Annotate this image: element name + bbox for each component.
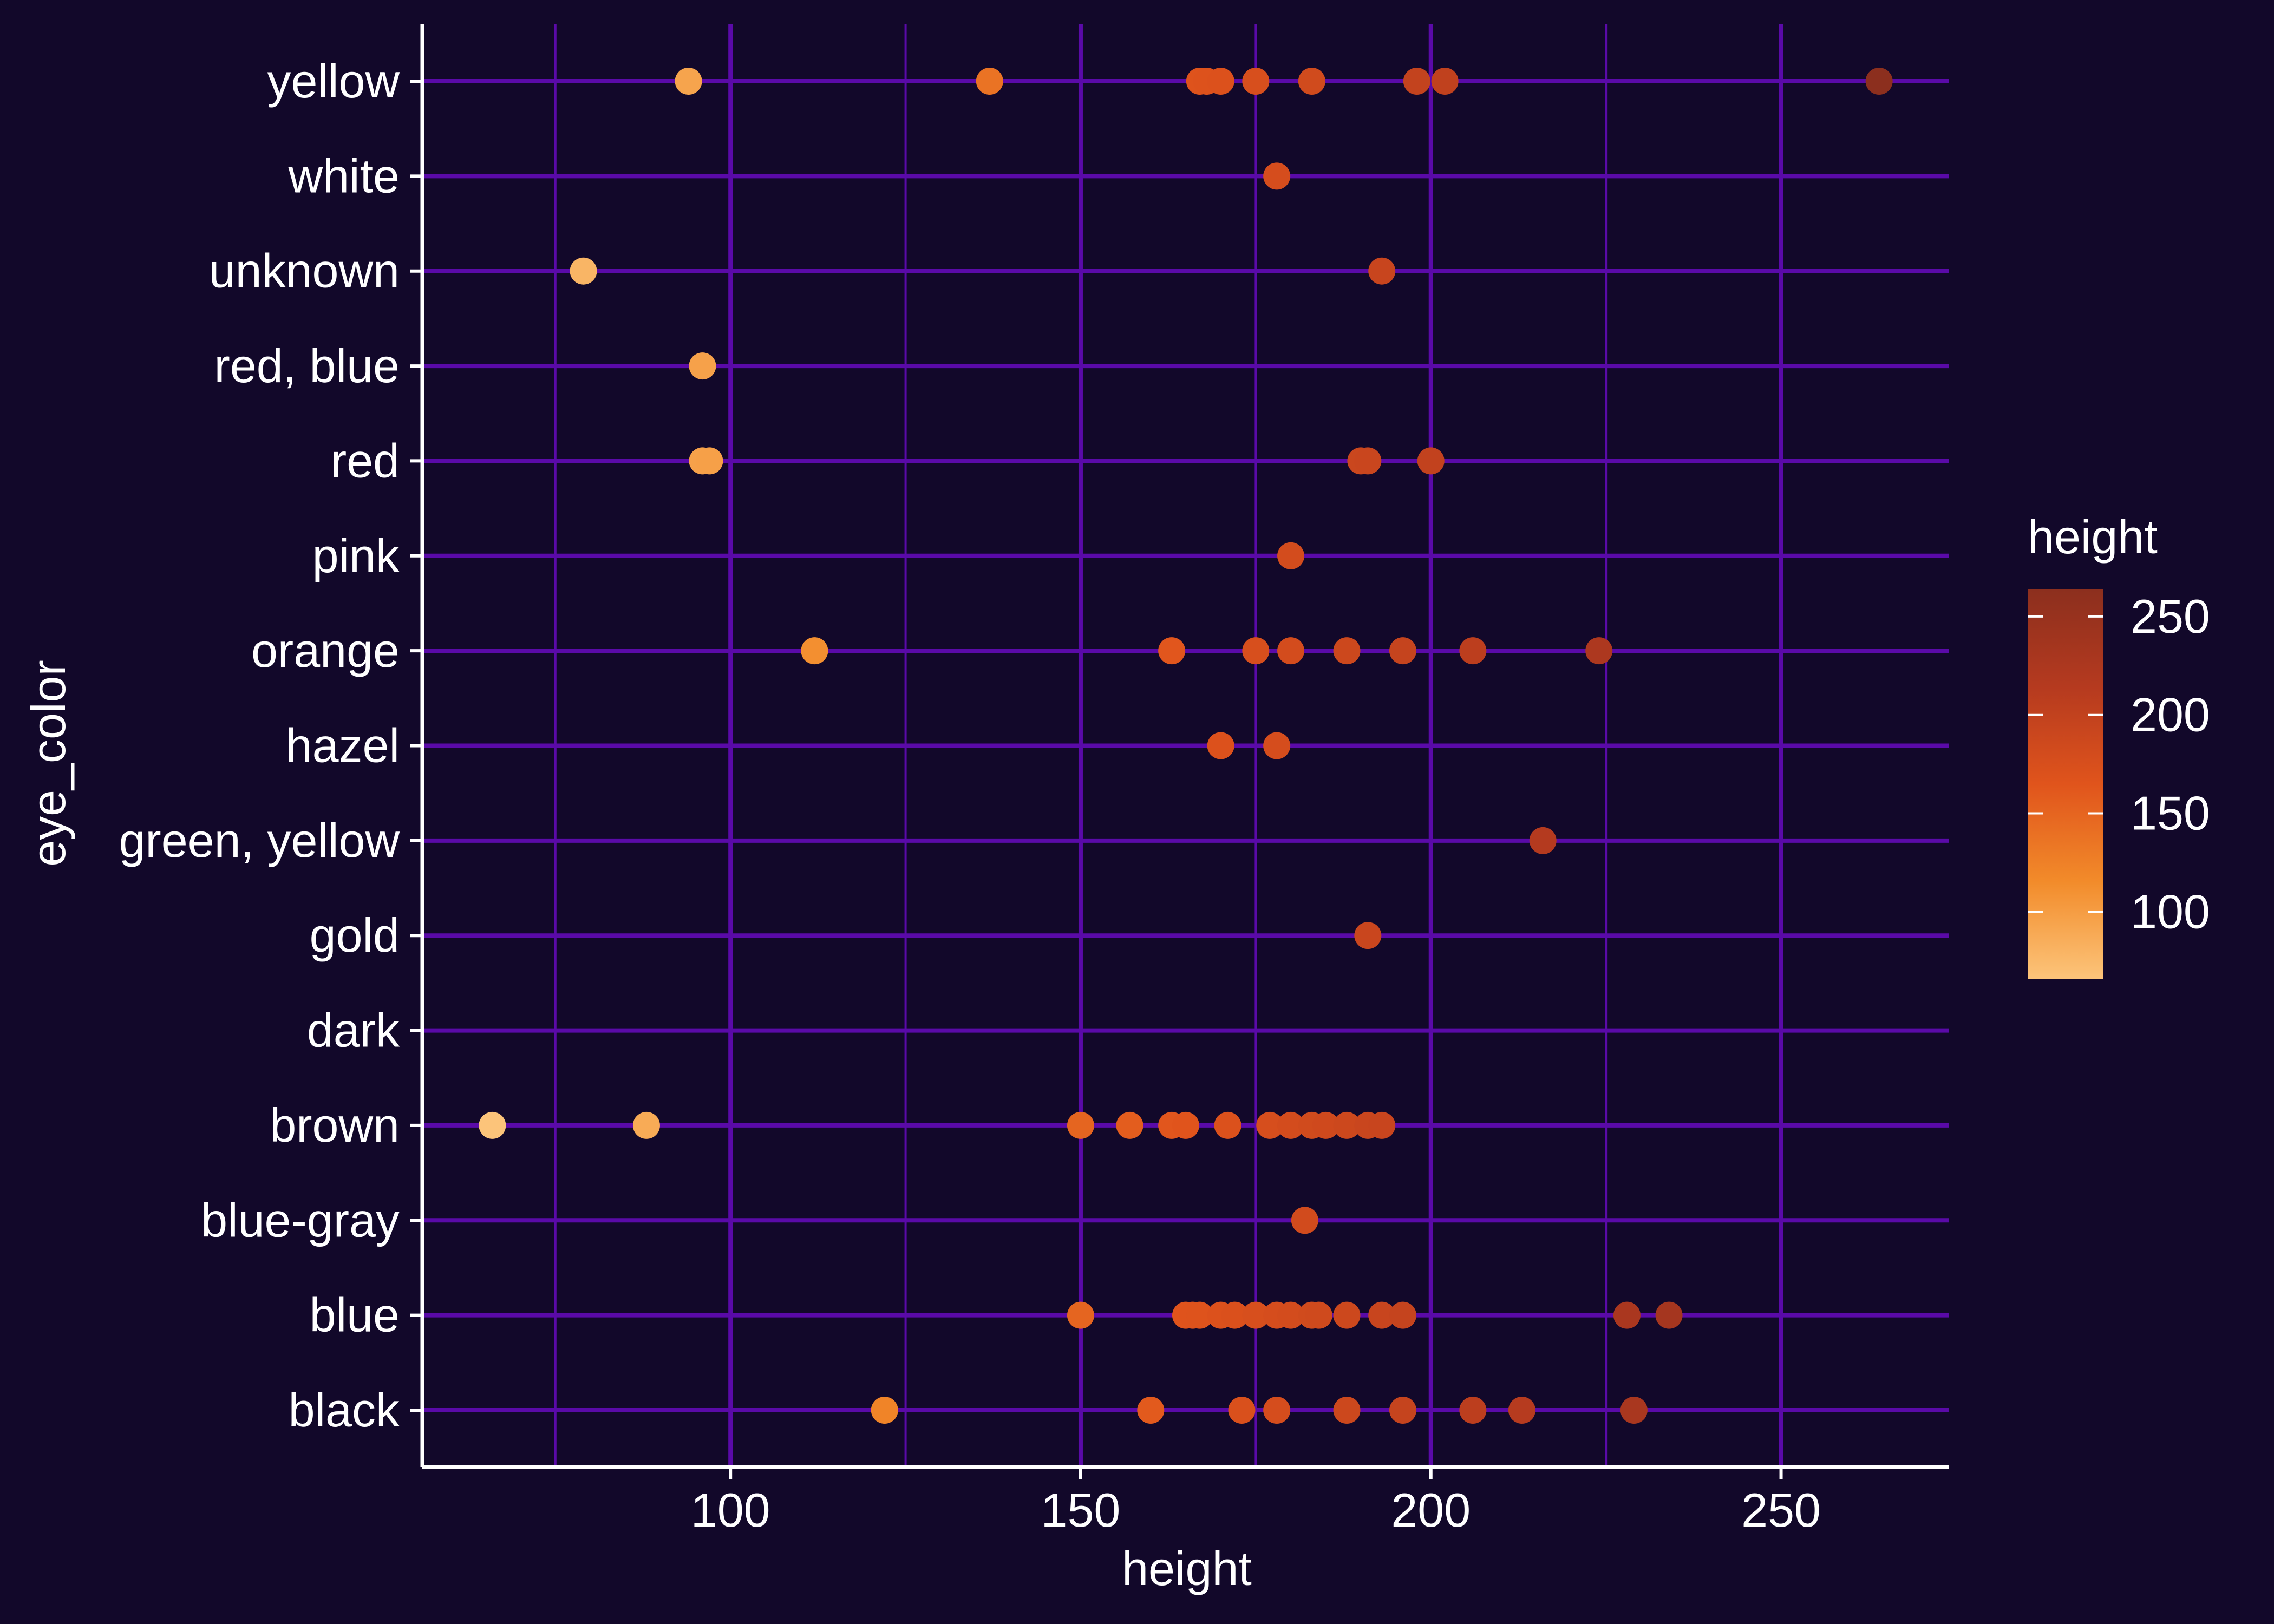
data-point bbox=[1459, 1397, 1487, 1424]
data-point bbox=[1417, 447, 1445, 475]
y-tick-label: white bbox=[288, 149, 400, 202]
data-point bbox=[1368, 1111, 1396, 1139]
y-tick-label: blue-gray bbox=[201, 1193, 400, 1247]
x-tick-label: 100 bbox=[691, 1483, 770, 1537]
data-point bbox=[696, 447, 723, 475]
data-point bbox=[1291, 1207, 1318, 1234]
data-point bbox=[1620, 1397, 1648, 1424]
data-point bbox=[479, 1111, 506, 1139]
data-point bbox=[1333, 1111, 1361, 1139]
data-point bbox=[1263, 162, 1291, 190]
legend-colorbar bbox=[2028, 589, 2103, 979]
data-point bbox=[1368, 257, 1396, 285]
data-point bbox=[1389, 637, 1417, 665]
data-point bbox=[1221, 1301, 1249, 1329]
data-point bbox=[1242, 637, 1270, 665]
x-axis-title: height bbox=[1122, 1542, 1252, 1595]
data-point bbox=[1333, 637, 1361, 665]
data-point bbox=[801, 637, 828, 665]
data-point bbox=[1172, 1111, 1199, 1139]
data-point bbox=[570, 257, 597, 285]
data-point bbox=[1368, 1301, 1396, 1329]
data-point bbox=[1354, 922, 1382, 949]
legend-title: height bbox=[2028, 510, 2158, 564]
x-tick-label: 250 bbox=[1741, 1483, 1821, 1537]
y-tick-label: blue bbox=[310, 1288, 400, 1342]
data-point bbox=[1277, 542, 1305, 569]
data-point bbox=[1207, 68, 1234, 95]
data-point bbox=[1312, 1111, 1339, 1139]
data-point bbox=[976, 68, 1003, 95]
y-axis-title: eye_color bbox=[22, 660, 75, 867]
y-tick-label: green, yellow bbox=[119, 814, 400, 867]
y-tick-label: yellow bbox=[267, 54, 400, 108]
data-point bbox=[1277, 1111, 1305, 1139]
data-point bbox=[1207, 732, 1234, 759]
data-point bbox=[1186, 1301, 1213, 1329]
data-point bbox=[1263, 732, 1291, 759]
data-point bbox=[1067, 1111, 1094, 1139]
data-point bbox=[1158, 637, 1186, 665]
data-point bbox=[1389, 1301, 1417, 1329]
data-point bbox=[1354, 447, 1382, 475]
legend: height 100 150 200 250 bbox=[2028, 510, 2210, 979]
data-point bbox=[1431, 68, 1459, 95]
data-point bbox=[1242, 1301, 1270, 1329]
data-points bbox=[479, 68, 1893, 1424]
y-tick-label: unknown bbox=[209, 244, 400, 298]
y-tick-label: red bbox=[331, 434, 400, 487]
data-point bbox=[1333, 1397, 1361, 1424]
data-point bbox=[1067, 1301, 1094, 1329]
y-tick-label: brown bbox=[270, 1098, 400, 1152]
data-point bbox=[1277, 1301, 1305, 1329]
data-point bbox=[1655, 1301, 1683, 1329]
y-tick-label: gold bbox=[310, 908, 400, 962]
x-tick-label: 200 bbox=[1391, 1483, 1471, 1537]
data-point bbox=[675, 68, 702, 95]
tick-labels: black blue blue-gray brown dark gold green, ye… bbox=[119, 54, 1820, 1537]
data-point bbox=[1242, 68, 1270, 95]
legend-tick-label: 100 bbox=[2131, 885, 2210, 938]
y-tick-label: black bbox=[289, 1383, 400, 1437]
data-point bbox=[1214, 1111, 1241, 1139]
legend-tick-label: 200 bbox=[2131, 688, 2210, 742]
y-tick-label: dark bbox=[307, 1004, 400, 1057]
data-point bbox=[1228, 1397, 1256, 1424]
data-point bbox=[1389, 1397, 1417, 1424]
data-point bbox=[1137, 1397, 1165, 1424]
data-point bbox=[1529, 827, 1557, 854]
data-point bbox=[1403, 68, 1430, 95]
data-point bbox=[1613, 1301, 1641, 1329]
x-tick-label: 150 bbox=[1041, 1483, 1121, 1537]
y-tick-label: orange bbox=[251, 624, 400, 677]
data-point bbox=[1333, 1301, 1361, 1329]
data-point bbox=[1256, 1111, 1284, 1139]
data-point bbox=[1116, 1111, 1143, 1139]
data-point bbox=[1305, 1301, 1332, 1329]
data-point bbox=[1459, 637, 1487, 665]
y-tick-label: red, blue bbox=[214, 339, 400, 392]
data-point bbox=[689, 352, 716, 380]
data-point bbox=[1865, 68, 1893, 95]
y-tick-label: pink bbox=[312, 529, 400, 582]
data-point bbox=[1298, 68, 1325, 95]
data-point bbox=[1277, 637, 1305, 665]
data-point bbox=[632, 1111, 660, 1139]
data-point bbox=[1585, 637, 1613, 665]
data-point bbox=[1263, 1397, 1291, 1424]
legend-tick-label: 250 bbox=[2131, 590, 2210, 643]
axes bbox=[410, 24, 1949, 1479]
y-tick-label: hazel bbox=[286, 719, 400, 772]
data-point bbox=[871, 1397, 898, 1424]
data-point bbox=[1508, 1397, 1535, 1424]
legend-tick-label: 150 bbox=[2131, 787, 2210, 840]
